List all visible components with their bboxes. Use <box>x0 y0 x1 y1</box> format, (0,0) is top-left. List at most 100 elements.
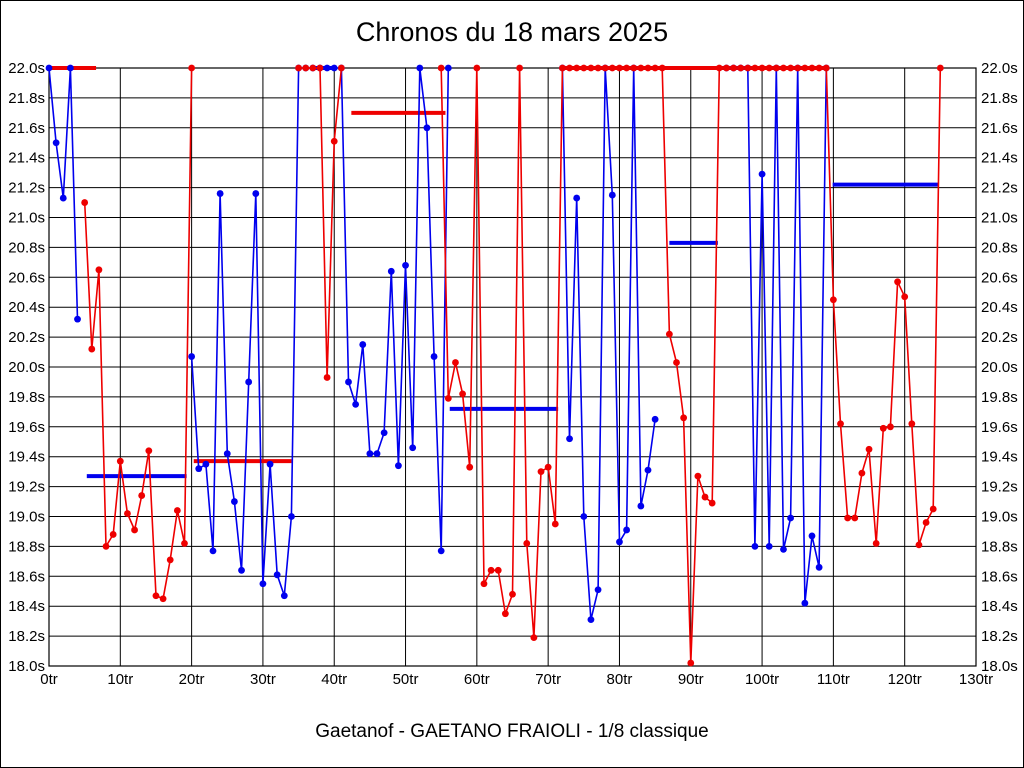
lap-point-driver-red <box>452 359 459 366</box>
lap-point-driver-red <box>751 64 759 72</box>
y-axis-label-right: 21.6s <box>981 120 1018 137</box>
lap-point-driver-blue <box>608 191 616 199</box>
y-axis-label-right: 20.6s <box>981 269 1018 286</box>
lap-point-driver-red <box>787 64 794 72</box>
lap-point-driver-red <box>487 566 495 574</box>
lap-point-driver-red <box>466 463 474 471</box>
y-axis-label-right: 19.8s <box>981 389 1018 406</box>
lap-point-driver-blue <box>45 64 53 72</box>
lap-point-driver-blue <box>808 532 816 540</box>
lap-point-driver-blue <box>216 190 224 197</box>
lap-point-driver-blue <box>266 460 274 468</box>
lap-point-driver-red <box>708 499 716 507</box>
y-axis-label-left: 20.2s <box>8 329 45 346</box>
lap-point-driver-blue <box>202 460 210 468</box>
lap-point-driver-red <box>188 64 196 72</box>
lap-point-driver-red <box>437 64 445 72</box>
lap-point-driver-red <box>730 64 737 72</box>
lap-point-driver-red <box>601 64 609 72</box>
lap-point-driver-blue <box>801 599 809 607</box>
lap-line-driver-red <box>83 67 193 600</box>
lap-point-driver-red <box>865 445 873 453</box>
y-axis-label-right: 22.0s <box>981 60 1018 77</box>
x-axis-label: 40tr <box>321 671 347 688</box>
lap-point-driver-blue <box>59 194 67 202</box>
lap-point-driver-blue <box>780 545 787 553</box>
lap-point-driver-red <box>459 390 466 398</box>
lap-point-driver-red <box>88 345 96 353</box>
lap-point-driver-red <box>580 64 588 72</box>
lap-point-driver-red <box>594 64 602 72</box>
y-axis-label-left: 20.4s <box>8 299 45 316</box>
lap-point-driver-red <box>173 507 181 514</box>
lap-point-driver-blue <box>616 538 623 546</box>
lap-point-driver-red <box>851 514 859 522</box>
lap-point-driver-red <box>829 296 837 304</box>
lap-point-driver-red <box>808 64 816 72</box>
lap-point-driver-red <box>901 293 909 301</box>
y-axis-label-left: 18.2s <box>8 628 45 645</box>
lap-point-driver-blue <box>644 466 652 474</box>
lap-point-driver-blue <box>787 514 794 522</box>
y-axis-label-right: 20.8s <box>981 239 1018 256</box>
y-axis-label-right: 21.2s <box>981 180 1018 197</box>
lap-point-driver-red <box>509 590 516 598</box>
plot-border <box>48 67 977 667</box>
y-axis-label-left: 22.0s <box>8 60 45 77</box>
lap-point-driver-red <box>715 64 723 72</box>
lap-point-driver-red <box>302 64 310 72</box>
lap-point-driver-red <box>637 64 645 72</box>
lap-point-driver-blue <box>280 592 288 600</box>
lap-point-driver-red <box>929 505 937 513</box>
lap-line-driver-blue <box>48 67 79 320</box>
lap-point-driver-blue <box>587 616 595 624</box>
lap-point-driver-blue <box>765 543 773 550</box>
lap-point-driver-blue <box>395 462 402 470</box>
lap-point-driver-red <box>530 634 538 641</box>
lap-point-driver-red <box>908 420 916 428</box>
lap-point-driver-red <box>822 64 830 72</box>
x-axis-label: 0tr <box>40 671 58 688</box>
lap-point-driver-blue <box>359 341 367 348</box>
y-axis-label-left: 18.0s <box>8 658 45 675</box>
lap-point-driver-blue <box>651 415 659 423</box>
lap-point-driver-red <box>444 394 452 402</box>
x-axis-label: 30tr <box>250 671 276 688</box>
lap-point-driver-red <box>181 540 188 547</box>
lap-point-driver-blue <box>52 139 60 147</box>
x-axis-label: 60tr <box>464 671 490 688</box>
y-axis-label-left: 21.2s <box>8 180 45 197</box>
lap-point-driver-red <box>815 64 823 72</box>
lap-point-driver-blue <box>223 450 231 458</box>
lap-point-driver-red <box>102 543 110 550</box>
lap-point-driver-red <box>166 556 174 564</box>
lap-point-driver-red <box>644 64 652 72</box>
lap-point-driver-red <box>701 493 709 501</box>
lap-point-driver-blue <box>366 450 374 458</box>
lap-point-driver-blue <box>815 563 823 571</box>
y-axis-label-left: 20.6s <box>8 269 45 286</box>
lap-point-driver-blue <box>330 64 338 72</box>
lap-point-driver-blue <box>758 170 766 178</box>
y-axis-label-right: 18.6s <box>981 568 1018 585</box>
lap-point-driver-red <box>124 510 131 517</box>
chart-subtitle: Gaetanof - GAETANO FRAIOLI - 1/8 classiq… <box>315 721 709 742</box>
lap-point-driver-blue <box>252 190 260 197</box>
y-axis-label-left: 21.8s <box>8 90 45 107</box>
lap-point-driver-blue <box>238 566 245 574</box>
lap-point-driver-red <box>109 531 117 538</box>
lap-point-driver-red <box>494 566 502 574</box>
lap-point-driver-blue <box>259 580 267 588</box>
y-axis-label-right: 18.0s <box>981 658 1018 675</box>
lap-point-driver-blue <box>345 378 352 386</box>
lap-point-driver-blue <box>323 64 331 72</box>
lap-point-driver-blue <box>373 450 381 458</box>
y-axis-label-right: 20.0s <box>981 359 1018 376</box>
x-axis-label: 110tr <box>817 671 850 688</box>
y-axis-label-right: 18.2s <box>981 628 1018 645</box>
y-axis-label-right: 21.4s <box>981 150 1018 167</box>
x-axis-label: 70tr <box>535 671 561 688</box>
lap-point-driver-red <box>630 64 638 72</box>
y-axis-label-right: 21.8s <box>981 90 1018 107</box>
lap-point-driver-blue <box>352 400 360 408</box>
